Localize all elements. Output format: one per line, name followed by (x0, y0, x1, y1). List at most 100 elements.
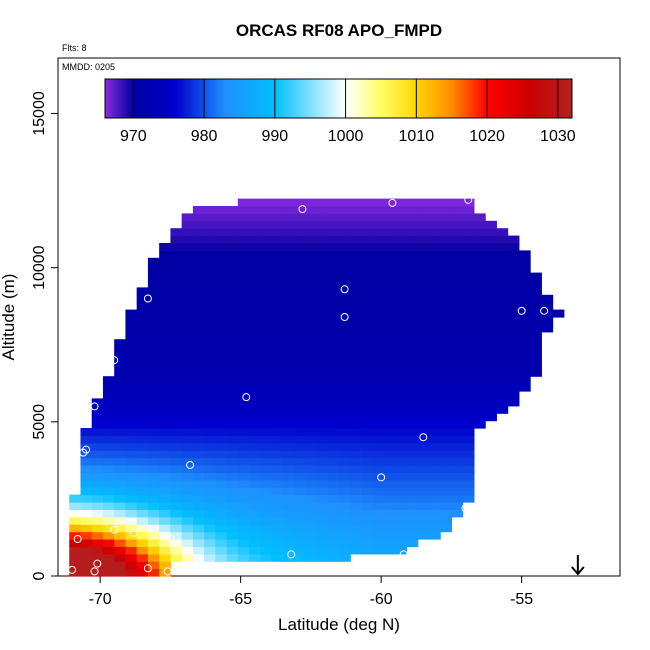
heatmap-cell (327, 546, 340, 555)
heatmap-cell (305, 346, 318, 355)
heatmap-cell (327, 502, 340, 510)
heatmap-cell (215, 220, 228, 229)
heatmap-cell (192, 287, 205, 296)
heatmap-cell (372, 309, 385, 318)
heatmap-cell (260, 413, 273, 422)
heatmap-cell (305, 272, 318, 281)
heatmap-cell (361, 546, 374, 555)
heatmap-cell (226, 220, 239, 229)
heatmap-cell (294, 465, 306, 473)
heatmap-cell (237, 317, 250, 325)
heatmap-cell (395, 546, 408, 555)
heatmap-cell (327, 457, 340, 466)
heatmap-cell (192, 220, 205, 229)
heatmap-cell (282, 442, 295, 451)
heatmap-cell (159, 568, 171, 577)
heatmap-cell (204, 206, 216, 214)
heatmap-cell (282, 243, 295, 251)
heatmap-cell (226, 287, 239, 296)
heatmap-cell (237, 376, 250, 385)
heatmap-cell (383, 405, 396, 414)
heatmap-cell (159, 398, 171, 407)
heatmap-cell (249, 243, 261, 251)
heatmap-cell (462, 413, 475, 422)
heatmap-cell (339, 213, 351, 222)
heatmap-cell (271, 472, 284, 481)
heatmap-cell (237, 524, 250, 533)
heatmap-cell (417, 472, 430, 481)
heatmap-cell (305, 450, 318, 459)
heatmap-cell (462, 339, 475, 348)
heatmap-cell (237, 368, 250, 377)
heatmap-cell (316, 524, 329, 533)
heatmap-cell (406, 398, 419, 407)
heatmap-cell (327, 354, 340, 362)
heatmap-cell (485, 280, 497, 288)
heatmap-cell (237, 220, 250, 229)
heatmap-cell (192, 280, 205, 288)
heatmap-cell (159, 339, 171, 348)
heatmap-cell (361, 302, 374, 311)
heatmap-cell (226, 420, 239, 429)
heatmap-cell (496, 243, 509, 251)
heatmap-cell (69, 494, 82, 503)
heatmap-cell (147, 553, 160, 562)
heatmap-cell (249, 487, 261, 496)
heatmap-cell (383, 317, 396, 325)
heatmap-cell (428, 324, 441, 333)
heatmap-cell (294, 428, 306, 436)
heatmap-cell (294, 243, 306, 251)
heatmap-cell (395, 220, 408, 229)
heatmap-cell (428, 228, 441, 237)
heatmap-cell (181, 294, 194, 303)
heatmap-cell (350, 198, 363, 207)
heatmap-cell (496, 309, 509, 318)
heatmap-cell (406, 428, 419, 436)
heatmap-cell (473, 257, 486, 266)
heatmap-cell (507, 376, 520, 385)
sample-point (143, 564, 152, 573)
heatmap-cell (260, 339, 273, 348)
heatmap-cell (451, 213, 464, 222)
colorbar-tick-label: 990 (261, 128, 288, 145)
heatmap-cell (451, 494, 464, 503)
heatmap-cell (237, 472, 250, 481)
heatmap-cell (271, 435, 284, 444)
heatmap-cell (294, 398, 306, 407)
heatmap-cell (237, 280, 250, 288)
heatmap-cell (282, 265, 295, 274)
heatmap-cell (530, 331, 542, 340)
heatmap-cell (518, 361, 531, 370)
heatmap-cell (451, 487, 464, 496)
sample-point (242, 393, 251, 402)
heatmap-cell (294, 294, 306, 303)
heatmap-cell (260, 317, 273, 325)
heatmap-cell (226, 472, 239, 481)
heatmap-cell (485, 324, 497, 333)
heatmap-cell (237, 302, 250, 311)
heatmap-cell (102, 442, 115, 451)
heatmap-cell (339, 494, 351, 503)
x-tick-label: -55 (510, 591, 533, 608)
heatmap-cell (417, 413, 430, 422)
heatmap-cell (372, 339, 385, 348)
heatmap-cell (294, 346, 306, 355)
heatmap-cell (249, 546, 261, 555)
heatmap-cell (361, 220, 374, 229)
heatmap-cell (327, 265, 340, 274)
heatmap-cell (473, 413, 486, 422)
heatmap-cell (305, 405, 318, 414)
heatmap-cell (114, 450, 127, 459)
heatmap-cell (215, 391, 228, 399)
heatmap-cell (462, 479, 475, 488)
heatmap-cell (215, 383, 228, 392)
sample-point (186, 461, 195, 469)
heatmap-cell (204, 398, 216, 407)
heatmap-cell (428, 206, 441, 214)
heatmap-cell (372, 502, 385, 510)
heatmap-cell (339, 206, 351, 214)
heatmap-cell (496, 376, 509, 385)
heatmap-cell (80, 487, 93, 496)
heatmap-cell (125, 428, 138, 436)
heatmap-cell (260, 391, 273, 399)
